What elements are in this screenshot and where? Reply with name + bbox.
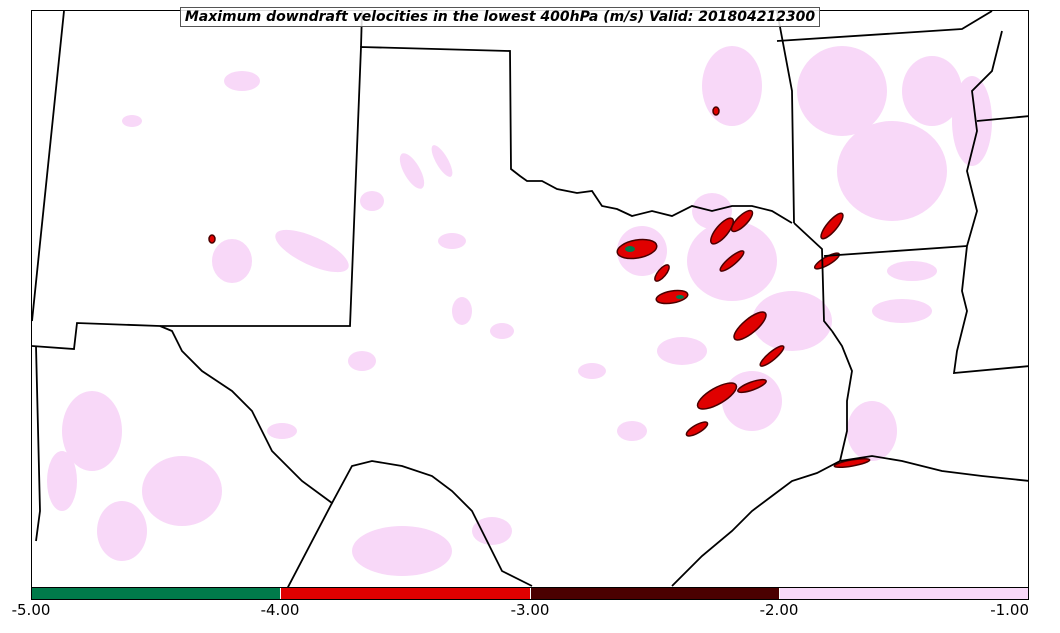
colorbar-segment-strong: [280, 588, 530, 599]
map-canvas: [32, 11, 1028, 587]
weak-downdraft-areas: [47, 46, 992, 576]
colorbar-tick-label: -3.00: [510, 601, 550, 619]
state-borders: [32, 11, 1028, 587]
colorbar-tick-label: -2.00: [759, 601, 799, 619]
colorbar-segment-extreme: [32, 588, 281, 599]
colorbar-tick-label: -4.00: [260, 601, 300, 619]
colorbar-segment-moderate: [529, 588, 779, 599]
colorbar-tick-label: -5.00: [11, 601, 51, 619]
strong-downdraft-cells: [208, 106, 871, 469]
colorbar-tick-label: -1.00: [990, 601, 1029, 619]
colorbar: [31, 587, 1029, 600]
extreme-downdraft-cells: [625, 246, 684, 299]
colorbar-segment-weak: [778, 588, 1028, 599]
map-panel: [31, 10, 1029, 588]
